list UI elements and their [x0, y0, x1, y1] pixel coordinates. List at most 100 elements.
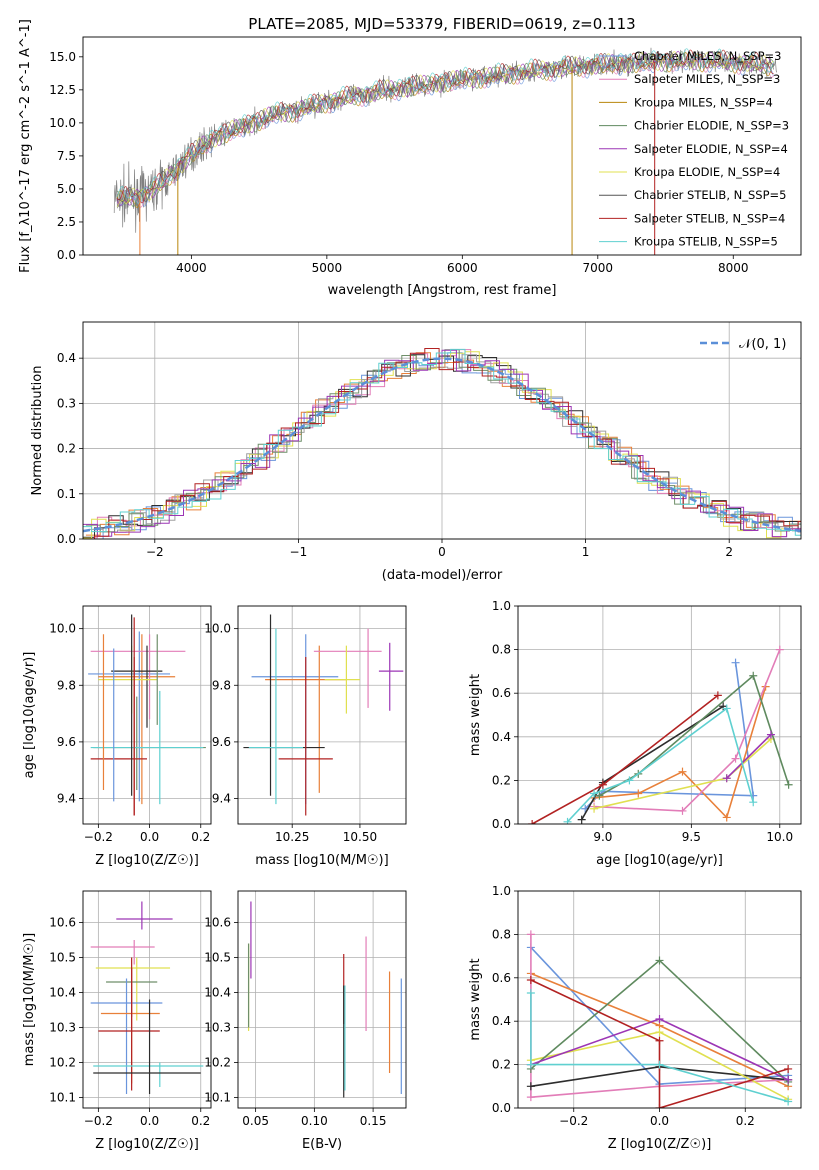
y-tick-label: 5.0 [57, 182, 76, 196]
weight-point-marker [678, 767, 687, 776]
model-spectrum-line [116, 50, 774, 203]
y-tick-label: 10.1 [49, 1091, 76, 1105]
model-spectrum-line [116, 49, 774, 204]
legend: 𝒩(0, 1) [700, 337, 786, 352]
x-axis-label: age [log10(age/yr)] [596, 853, 723, 868]
histogram-line [83, 348, 801, 539]
x-tick-label: −0.2 [84, 1114, 113, 1128]
weight-point-marker [528, 820, 537, 824]
x-axis-label: Z [log10(Z/Z☉)] [608, 1137, 712, 1152]
weight-point-marker [526, 1082, 535, 1091]
legend-label: Kroupa MILES, N_SSP=4 [634, 95, 773, 109]
legend-label: Salpeter MILES, N_SSP=3 [634, 72, 780, 86]
plot-area [83, 348, 801, 539]
weight-series-line [566, 707, 754, 823]
weight-point-marker [655, 1036, 664, 1045]
y-tick-label: 9.6 [212, 735, 231, 749]
plot-area [526, 930, 793, 1108]
y-tick-label: 0.8 [492, 927, 511, 941]
x-tick-label: 9.5 [682, 830, 701, 844]
y-axis-label: mass weight [468, 958, 483, 1040]
x-tick-label: −0.2 [559, 1114, 588, 1128]
weight-point-marker [749, 671, 758, 680]
legend-label: Salpeter ELODIE, N_SSP=4 [634, 142, 788, 156]
weight-vs-age-panel: 9.0 9.5 10.0 0.0 0.2 0.4 0.6 0.8 1.0 age [log10(a… [468, 599, 802, 868]
y-axis-label: Flux [f_λ10^-17 erg cm^-2 s^-1 A^-1] [18, 19, 33, 273]
x-axis-label: E(B-V) [302, 1137, 342, 1152]
y-tick-label: 1.0 [492, 884, 511, 898]
plot-area [247, 901, 402, 1098]
weight-series-line [594, 686, 767, 820]
x-tick-label: 0.2 [191, 830, 210, 844]
plot-area [88, 614, 206, 816]
y-tick-label: 10.5 [49, 951, 76, 965]
histogram-line [83, 348, 801, 536]
weight-point-marker [526, 1093, 535, 1102]
x-tick-label: 0.05 [242, 1114, 269, 1128]
x-tick-label: 7000 [583, 261, 614, 275]
y-tick-label: 9.4 [57, 792, 76, 806]
weight-series-line [726, 734, 772, 779]
weight-point-marker [655, 956, 664, 965]
figure-title: PLATE=2085, MJD=53379, FIBERID=0619, z=0… [248, 15, 635, 33]
age-vs-metallicity-panel: −0.2 0.0 0.2 9.4 9.6 9.8 10.0 Z [log10(Z/Z☉)] ag… [22, 605, 212, 868]
weight-point-marker [722, 704, 731, 713]
mass-vs-ebv-panel: 0.05 0.10 0.15 10.1 10.2 10.3 10.4 10.5 10.6 E(B-… [204, 890, 407, 1152]
weight-point-marker [655, 1104, 664, 1108]
x-tick-label: −2 [146, 545, 164, 559]
legend-label: 𝒩(0, 1) [739, 337, 786, 352]
weight-point-marker [563, 817, 572, 824]
x-axis-label: (data-model)/error [382, 568, 503, 583]
x-tick-label: 10.50 [343, 830, 377, 844]
weight-point-marker [526, 975, 535, 984]
weight-point-marker [713, 691, 722, 700]
y-tick-label: 9.4 [212, 792, 231, 806]
mass-vs-metallicity-panel: −0.2 0.0 0.2 10.1 10.2 10.3 10.4 10.5 10.6 Z [log… [22, 890, 212, 1152]
plot-area [528, 645, 793, 824]
y-axis-label: mass weight [468, 674, 483, 756]
y-tick-label: 9.8 [212, 678, 231, 692]
axes-frame [237, 605, 407, 825]
weight-point-marker [784, 1075, 793, 1084]
y-axis-label: age [log10(age/yr)] [22, 652, 37, 779]
spectrum-panel: 4000 5000 6000 7000 8000 0.0 2.5 5.0 7.5 10.0 12.5… [18, 19, 802, 298]
axes-frame [82, 605, 212, 825]
weight-series-line [530, 993, 789, 1103]
histogram-line [85, 352, 801, 536]
model-spectrum-line [116, 51, 774, 208]
axes-frame [82, 890, 212, 1109]
x-tick-label: 6000 [447, 261, 478, 275]
y-tick-label: 0.4 [492, 1014, 511, 1028]
weight-point-marker [766, 730, 775, 739]
x-tick-label: 0 [438, 545, 446, 559]
x-tick-label: 0.10 [301, 1114, 328, 1128]
weight-point-marker [784, 1064, 793, 1073]
normal-curve-line [83, 357, 801, 533]
x-tick-label: 10.25 [275, 830, 309, 844]
legend-label: Kroupa ELODIE, N_SSP=4 [634, 165, 780, 179]
y-tick-label: 10.3 [49, 1021, 76, 1035]
weight-point-marker [784, 1097, 793, 1106]
y-tick-label: 0.2 [57, 442, 76, 456]
legend-label: Chabrier MILES, N_SSP=3 [634, 49, 781, 63]
weight-point-marker [678, 806, 687, 815]
legend-label: Chabrier STELIB, N_SSP=5 [634, 188, 786, 202]
histogram-line [83, 349, 801, 538]
y-tick-label: 10.4 [49, 986, 76, 1000]
x-tick-label: 8000 [718, 261, 749, 275]
y-tick-label: 0.0 [492, 817, 511, 831]
y-tick-label: 10.0 [49, 116, 76, 130]
weight-point-marker [526, 988, 535, 997]
weight-point-marker [590, 804, 599, 813]
y-tick-label: 0.4 [57, 351, 76, 365]
x-tick-label: 9.0 [593, 830, 612, 844]
y-tick-label: 0.8 [492, 643, 511, 657]
axes-frame [517, 605, 802, 825]
x-tick-label: 10.0 [766, 830, 793, 844]
x-tick-label: −0.2 [84, 830, 113, 844]
y-tick-label: 1.0 [492, 599, 511, 613]
x-axis-label: Z [log10(Z/Z☉)] [95, 853, 199, 868]
weight-point-marker [598, 780, 607, 789]
weight-point-marker [634, 789, 643, 798]
y-tick-label: 0.0 [57, 532, 76, 546]
